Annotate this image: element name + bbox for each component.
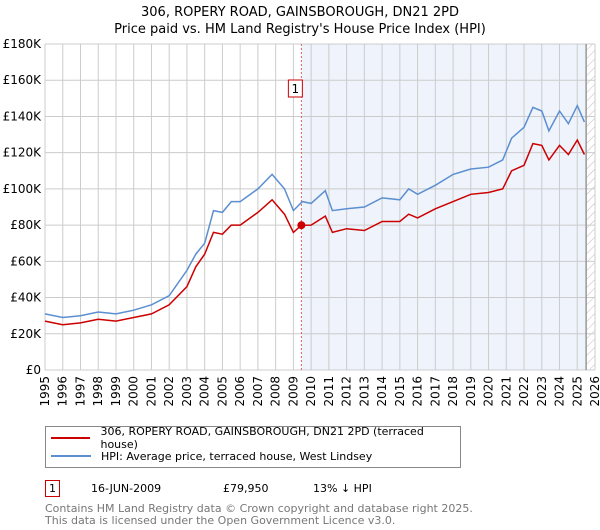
x-tick-label: 2026	[588, 376, 600, 407]
footer-line: Contains HM Land Registry data © Crown c…	[45, 502, 473, 515]
x-tick-label: 2006	[233, 376, 247, 407]
x-tick-label: 2017	[428, 376, 442, 407]
footer-line: This data is licensed under the Open Gov…	[45, 514, 396, 527]
x-tick-label: 2018	[446, 376, 460, 407]
x-tick-label: 2004	[198, 376, 212, 407]
y-tick-label: £0	[26, 363, 41, 377]
y-tick-label: £180K	[3, 37, 43, 51]
sale-point	[297, 221, 306, 230]
x-tick-label: 2002	[162, 376, 176, 407]
red-line-swatch	[51, 437, 91, 439]
blue-line-swatch	[51, 455, 91, 457]
transaction-badge: 1	[45, 480, 60, 497]
x-tick-label: 2001	[144, 376, 158, 407]
footer: Contains HM Land Registry data © Crown c…	[45, 503, 473, 527]
x-tick-label: 2013	[357, 376, 371, 407]
x-tick-label: 2008	[269, 376, 283, 407]
x-tick-label: 1997	[73, 376, 87, 407]
x-tick-label: 2009	[286, 376, 300, 407]
transaction-price: £79,950	[223, 482, 269, 495]
x-tick-label: 2011	[322, 376, 336, 407]
y-tick-label: £140K	[3, 109, 43, 123]
x-tick-label: 2025	[570, 376, 584, 407]
y-tick-label: £160K	[3, 73, 43, 87]
series-line	[44, 103, 586, 319]
annotation-label: 1	[292, 82, 300, 96]
x-tick-label: 2003	[180, 376, 194, 407]
line-chart: £0 £20K £40K £60K £80K £100K £120K £140K £160K £1…	[3, 37, 600, 407]
x-tick-label: 2005	[215, 376, 229, 407]
x-tick-label: 2007	[251, 376, 265, 407]
y-tick-label: £100K	[3, 182, 43, 196]
legend-label: HPI: Average price, terraced house, West…	[101, 449, 373, 463]
y-tick-label: £80K	[10, 218, 42, 232]
y-tick-label: £20K	[10, 327, 42, 341]
annotation-box	[287, 79, 303, 98]
legend-item-hpi: HPI: Average price, terraced house, West…	[51, 448, 372, 464]
x-tick-label: 2016	[411, 376, 425, 407]
post-sale-shading	[301, 44, 587, 370]
x-tick-label: 1999	[109, 376, 123, 407]
x-tick-label: 2021	[499, 376, 513, 407]
x-tick-label: 2014	[375, 376, 389, 407]
x-tick-label: 1995	[38, 376, 52, 407]
transaction-row: 1 16-JUN-2009 £79,950 13% ↓ HPI	[45, 480, 372, 497]
x-tick-label: 2015	[393, 376, 407, 407]
x-tick-label: 2019	[464, 376, 478, 407]
legend: 306, ROPERY ROAD, GAINSBOROUGH, DN21 2PD…	[45, 425, 461, 468]
x-tick-label: 2012	[340, 376, 354, 407]
legend-label: 306, ROPERY ROAD, GAINSBOROUGH, DN21 2PD…	[100, 425, 424, 451]
title-line: 306, ROPERY ROAD, GAINSBOROUGH, DN21 2PD	[141, 5, 459, 20]
x-tick-label: 1996	[56, 376, 70, 407]
series-line	[44, 138, 586, 326]
y-tick-label: £40K	[10, 291, 42, 305]
x-tick-label: 2010	[304, 376, 318, 407]
y-tick-label: £120K	[3, 146, 43, 160]
transaction-delta: 13% ↓ HPI	[313, 482, 372, 495]
future-hatch	[586, 44, 595, 370]
x-tick-label: 2023	[535, 376, 549, 407]
x-tick-label: 2020	[482, 376, 496, 407]
transaction-date: 16-JUN-2009	[91, 482, 162, 495]
x-tick-label: 2000	[127, 376, 141, 407]
x-tick-label: 2022	[517, 376, 531, 407]
chart-title: 306, ROPERY ROAD, GAINSBOROUGH, DN21 2PD…	[0, 4, 600, 38]
x-tick-label: 2024	[553, 376, 567, 407]
x-tick-label: 1998	[91, 376, 105, 407]
y-tick-label: £60K	[10, 254, 42, 268]
subtitle-line: Price paid vs. HM Land Registry's House …	[114, 22, 486, 37]
legend-item-property: 306, ROPERY ROAD, GAINSBOROUGH, DN21 2PD…	[51, 425, 460, 451]
